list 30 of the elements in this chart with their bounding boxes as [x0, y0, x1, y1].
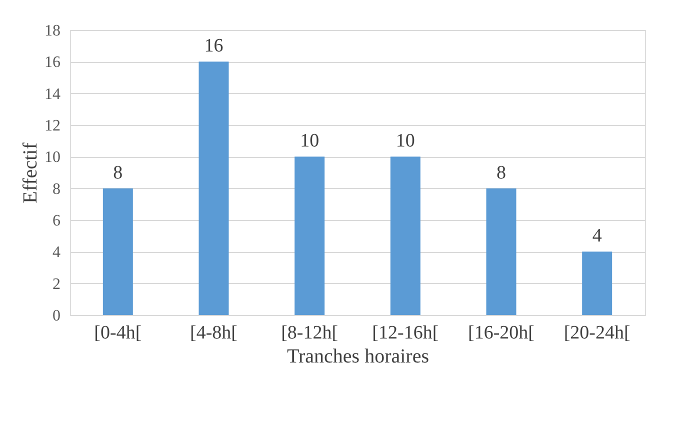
- bar: [582, 252, 612, 315]
- data-label: 16: [204, 36, 224, 57]
- y-tick-label: 16: [44, 54, 60, 72]
- y-tick-label: 2: [52, 276, 60, 293]
- x-tick-label: [16-20h[: [468, 322, 534, 344]
- x-tick-label: [20-24h[: [564, 322, 630, 344]
- bar: [486, 188, 516, 315]
- y-tick-label: 12: [44, 118, 60, 134]
- bar: [198, 62, 229, 315]
- x-tick-label: [8-12h[: [281, 322, 338, 344]
- y-tick-label: 4: [52, 244, 60, 262]
- data-label: 4: [592, 226, 602, 247]
- y-axis-title: Effectif: [20, 142, 42, 204]
- x-axis-title: Tranches horaires: [286, 346, 430, 368]
- y-tick-label: 0: [52, 308, 60, 324]
- data-label: 10: [300, 130, 320, 152]
- x-tick-label: [0-4h[: [94, 322, 142, 344]
- y-tick-label: 10: [44, 149, 60, 166]
- data-label: 10: [396, 130, 415, 152]
- data-label: 8: [496, 162, 506, 184]
- data-label: 8: [113, 162, 123, 184]
- bar: [102, 188, 133, 315]
- y-tick-label: 8: [52, 180, 60, 198]
- x-tick-label: [4-8h[: [190, 322, 238, 344]
- bar: [294, 156, 325, 315]
- y-tick-label: 6: [52, 212, 60, 230]
- y-tick-label: 18: [44, 22, 60, 40]
- y-tick-label: 14: [44, 86, 60, 103]
- bar: [390, 156, 420, 315]
- x-tick-label: [12-16h[: [372, 322, 439, 344]
